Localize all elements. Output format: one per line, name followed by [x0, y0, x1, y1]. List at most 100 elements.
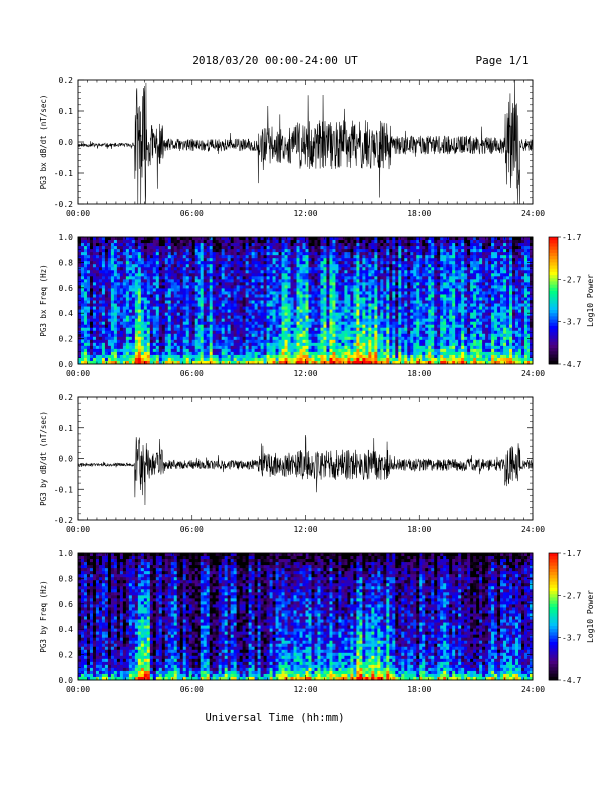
spectrogram-cell — [167, 312, 172, 317]
spectrogram-cell — [200, 318, 205, 323]
spectrogram-cell — [257, 360, 261, 365]
spectrogram-cell — [86, 333, 91, 338]
spectrogram-cell — [365, 291, 369, 295]
spectrogram-cell — [275, 321, 279, 326]
spectrogram-cell — [371, 243, 375, 247]
spectrogram-cell — [221, 303, 226, 307]
spectrogram-cell — [197, 348, 202, 353]
spectrogram-cell — [293, 243, 297, 247]
spectrogram-cell — [245, 300, 250, 304]
spectrogram-cell — [167, 246, 172, 250]
spectrogram-cell — [404, 279, 408, 283]
spectrogram-cell — [365, 327, 369, 332]
spectrogram-cell — [341, 354, 345, 359]
spectrogram-cell — [332, 285, 336, 289]
spectrogram-cell — [344, 360, 348, 365]
spectrogram-cell — [152, 309, 157, 313]
spectrogram-cell — [335, 252, 339, 256]
spectrogram-cell — [311, 267, 315, 271]
spectrogram-cell — [131, 315, 136, 320]
spectrogram-cell — [101, 246, 106, 250]
spectrogram-cell — [242, 300, 247, 304]
spectrogram-cell — [218, 333, 223, 338]
spectrogram-cell — [194, 297, 199, 301]
spectrogram-cell — [218, 351, 223, 356]
spectrogram-cell — [410, 339, 414, 344]
spectrogram-cell — [218, 261, 223, 265]
spectrogram-cell — [380, 300, 384, 304]
spectrogram-cell — [362, 237, 366, 241]
spectrogram-cell — [374, 342, 378, 347]
spectrogram-cell — [191, 276, 196, 280]
spectrogram-cell — [392, 306, 396, 310]
spectrogram-cell — [125, 297, 130, 301]
spectrogram-cell — [134, 342, 139, 347]
spectrogram-cell — [152, 270, 157, 274]
spectrogram-cell — [335, 321, 339, 326]
spectrogram-cell — [341, 279, 345, 283]
spectrogram-cell — [347, 246, 351, 250]
spectrogram-cell — [410, 270, 414, 274]
spectrogram-cell — [116, 318, 121, 323]
spectrogram-cell — [416, 237, 420, 241]
spectrogram-cell — [416, 315, 420, 320]
spectrogram-cell — [413, 303, 417, 307]
spectrogram-cell — [128, 300, 133, 304]
spectrogram-cell — [413, 330, 417, 335]
spectrogram-cell — [203, 258, 208, 262]
spectrogram-cell — [395, 342, 399, 347]
spectrogram-cell — [170, 339, 175, 344]
spectrogram-cell — [392, 237, 396, 241]
spectrogram-cell — [98, 309, 103, 313]
spectrogram-cell — [356, 303, 360, 307]
spectrogram-cell — [233, 249, 238, 253]
spectrogram-cell — [212, 291, 217, 295]
spectrogram-cell — [203, 270, 208, 274]
spectrogram-cell — [128, 270, 133, 274]
spectrogram-cell — [314, 282, 318, 286]
spectrogram-cell — [257, 243, 261, 247]
spectrogram-cell — [116, 279, 121, 283]
spectrogram-cell — [185, 294, 190, 298]
spectrogram-cell — [272, 252, 276, 256]
spectrogram-cell — [146, 243, 151, 247]
spectrogram-cell — [338, 333, 342, 338]
spectrogram-cell — [377, 267, 381, 271]
spectrogram-cell — [92, 318, 97, 323]
spectrogram-cell — [131, 312, 136, 317]
spectrogram-cell — [242, 273, 247, 277]
spectrogram-cell — [92, 258, 97, 262]
spectrogram-cell — [143, 327, 148, 332]
spectrogram-cell — [113, 327, 118, 332]
spectrogram-cell — [323, 270, 327, 274]
spectrogram-cell — [182, 306, 187, 310]
spectrogram-cell — [194, 276, 199, 280]
spectrogram-cell — [311, 285, 315, 289]
spectrogram-cell — [125, 333, 130, 338]
spectrogram-cell — [323, 330, 327, 335]
spectrogram-cell — [227, 291, 232, 295]
spectrogram-cell — [212, 243, 217, 247]
spectrogram-cell — [224, 312, 229, 317]
spectrogram-cell — [308, 348, 312, 353]
spectrogram-cell — [80, 255, 85, 259]
spectrogram-cell — [263, 279, 267, 283]
spectrogram-cell — [329, 336, 333, 341]
spectrogram-cell — [203, 354, 208, 359]
spectrogram-cell — [359, 258, 363, 262]
spectrogram-cell — [410, 282, 414, 286]
spectrogram-cell — [359, 351, 363, 356]
spectrogram-cell — [143, 243, 148, 247]
spectrogram-cell — [386, 261, 390, 265]
spectrogram-cell — [374, 354, 378, 359]
spectrogram-cell — [272, 354, 276, 359]
spectrogram-cell — [251, 255, 256, 259]
spectrogram-cell — [269, 264, 273, 268]
spectrogram-cell — [359, 246, 363, 250]
spectrogram-cell — [86, 318, 91, 323]
spectrogram-cell — [125, 318, 130, 323]
spectrogram-cell — [248, 255, 253, 259]
spectrogram-cell — [422, 249, 426, 253]
spectrogram-cell — [173, 345, 178, 350]
spectrogram-cell — [341, 351, 345, 356]
